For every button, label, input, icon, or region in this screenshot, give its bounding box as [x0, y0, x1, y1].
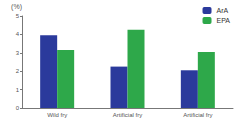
svg-text:ArA: ArA [217, 7, 229, 14]
svg-text:Wild fry: Wild fry [47, 112, 67, 118]
svg-text:EPA: EPA [217, 17, 231, 24]
svg-text:Artificial fry: Artificial fry [183, 112, 212, 118]
svg-text:4: 4 [16, 31, 20, 37]
svg-text:(%): (%) [11, 3, 22, 11]
svg-text:Artificial fry: Artificial fry [113, 112, 142, 118]
svg-text:3: 3 [16, 50, 20, 56]
svg-text:1: 1 [16, 87, 20, 93]
svg-text:0: 0 [16, 105, 20, 111]
svg-text:2: 2 [16, 68, 20, 74]
svg-text:5: 5 [16, 13, 20, 19]
